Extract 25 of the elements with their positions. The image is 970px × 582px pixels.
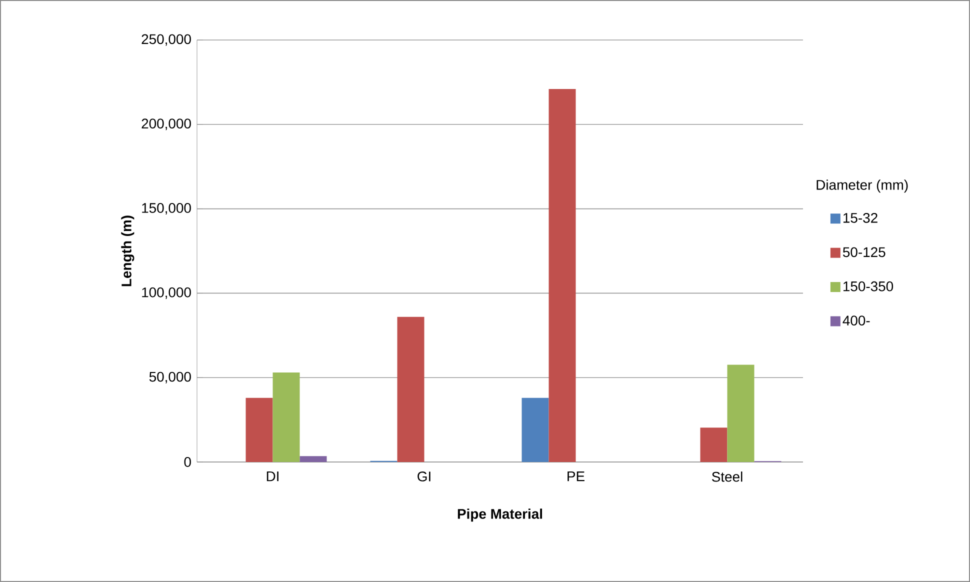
y-tick-label: 100,000 bbox=[142, 287, 191, 299]
bar bbox=[300, 456, 327, 462]
legend-label: 150-350 bbox=[843, 281, 894, 292]
x-axis-title: Pipe Material bbox=[458, 508, 542, 522]
y-tick-label: 50,000 bbox=[149, 372, 191, 384]
legend-title: Diameter (mm) bbox=[816, 180, 908, 193]
x-tick-label: PE bbox=[568, 472, 584, 482]
bar bbox=[246, 398, 273, 462]
x-tick-label: DI bbox=[266, 472, 278, 482]
bar bbox=[397, 316, 424, 462]
y-tick-label: 200,000 bbox=[142, 118, 191, 130]
y-tick-label: 0 bbox=[184, 457, 191, 467]
x-tick-label: Steel bbox=[712, 472, 742, 482]
legend-label: 400- bbox=[842, 316, 870, 326]
bar bbox=[700, 428, 728, 462]
legend-label: 50-125 bbox=[842, 247, 886, 258]
legend-label: 15-32 bbox=[843, 212, 878, 223]
bar bbox=[522, 398, 549, 462]
y-tick-label: 150,000 bbox=[142, 203, 191, 215]
bar bbox=[727, 364, 754, 462]
bar bbox=[548, 88, 576, 462]
y-axis-title: Length (m) bbox=[121, 216, 134, 286]
y-tick-label: 250,000 bbox=[142, 34, 191, 46]
x-tick-label: GI bbox=[418, 472, 430, 482]
bar bbox=[272, 372, 300, 462]
